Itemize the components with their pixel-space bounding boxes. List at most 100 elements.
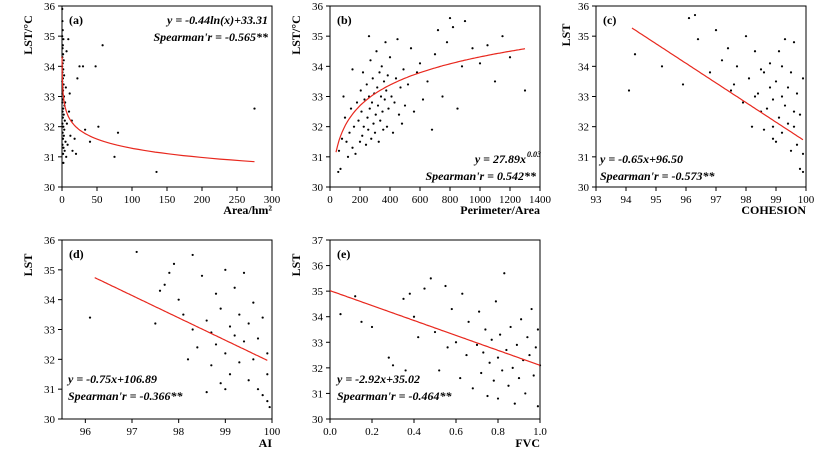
data-point (61, 116, 64, 119)
data-point (380, 65, 383, 68)
panel-label: (d) (69, 247, 84, 261)
data-point (735, 65, 739, 68)
data-point (76, 77, 79, 80)
y-tick-label: 31 (44, 384, 55, 396)
x-tick-label: 97 (127, 426, 139, 438)
data-point (66, 143, 69, 146)
data-point (792, 110, 796, 113)
data-point (456, 107, 459, 110)
data-point (349, 107, 353, 110)
x-tick-label: 50 (92, 194, 104, 206)
data-point (762, 71, 766, 74)
data-point (362, 125, 365, 128)
y-tick-label: 33 (312, 92, 324, 104)
data-point (720, 59, 724, 62)
data-point (402, 297, 405, 300)
data-point (446, 346, 449, 349)
data-point (242, 340, 246, 343)
data-point (343, 116, 347, 119)
data-point (61, 110, 64, 113)
data-point (266, 352, 269, 355)
data-point (374, 113, 377, 116)
data-point (361, 134, 364, 137)
data-point (61, 143, 64, 146)
y-tick-label: 36 (312, 261, 324, 273)
data-point (792, 125, 796, 128)
x-tick-label: 1000 (469, 194, 492, 206)
data-point (376, 86, 379, 89)
data-point (61, 35, 64, 38)
data-point (65, 122, 68, 125)
data-point (351, 146, 354, 149)
data-point (214, 292, 218, 295)
data-point (753, 50, 757, 53)
data-point (61, 29, 64, 32)
y-tick-label: 34 (44, 61, 56, 73)
data-point (475, 343, 479, 346)
data-point (412, 110, 416, 113)
x-tick-label: 93 (591, 194, 603, 206)
data-point (759, 68, 763, 71)
data-point (501, 35, 504, 38)
data-point (62, 161, 65, 164)
data-point (786, 86, 790, 89)
y-tick-label: 35 (44, 31, 56, 43)
data-point (252, 301, 255, 304)
data-point (774, 80, 778, 83)
data-point (364, 143, 368, 146)
data-point (65, 155, 68, 158)
data-point (459, 376, 462, 380)
data-point (61, 47, 64, 50)
data-point (524, 392, 527, 395)
data-point (369, 59, 372, 62)
x-tick-label: 98 (173, 426, 185, 438)
data-point (354, 152, 357, 155)
data-point (771, 125, 775, 128)
data-point (399, 86, 402, 89)
data-point (219, 382, 222, 385)
spearman-coefficient: Spearman'r = -0.573** (600, 169, 716, 183)
data-point (88, 316, 92, 319)
x-tick-label: 100 (798, 194, 815, 206)
data-point (403, 104, 407, 107)
data-point (467, 320, 470, 323)
data-point (798, 167, 802, 170)
data-point (536, 328, 540, 331)
data-point (494, 300, 497, 303)
data-point (67, 110, 71, 113)
data-point (346, 155, 350, 158)
data-point (750, 125, 754, 128)
panel-a: 0 50 100 150 200 250 300 30 31 32 33 34 35 36 (a) y = -… (21, 1, 281, 217)
data-point (205, 319, 208, 322)
data-point (444, 284, 447, 288)
data-point (780, 65, 784, 68)
data-point (780, 131, 784, 134)
fit-equation: y = -0.75x+106.89 (66, 372, 157, 386)
data-point (370, 101, 374, 104)
data-point (394, 77, 398, 80)
data-point (358, 140, 362, 143)
data-point (68, 92, 71, 95)
fit-equation: y = -0.65x+96.50 (598, 152, 683, 166)
data-point (64, 86, 67, 89)
y-tick-label: 32 (312, 122, 323, 134)
data-point (247, 322, 250, 325)
data-point (337, 170, 340, 174)
x-tick-label: 1400 (529, 194, 552, 206)
y-tick-label: 32 (578, 122, 589, 134)
data-point (426, 80, 429, 83)
data-point (465, 353, 468, 357)
data-point (528, 353, 531, 357)
data-point (396, 38, 399, 41)
data-point (798, 113, 802, 116)
y-tick-label: 31 (312, 152, 323, 164)
data-point (62, 53, 65, 56)
data-point (471, 387, 474, 390)
panel-label: (b) (337, 13, 352, 27)
data-point (532, 374, 535, 377)
data-point (256, 337, 260, 340)
data-point (62, 152, 65, 155)
data-point (501, 369, 504, 372)
y-tick-label: 35 (312, 31, 324, 43)
